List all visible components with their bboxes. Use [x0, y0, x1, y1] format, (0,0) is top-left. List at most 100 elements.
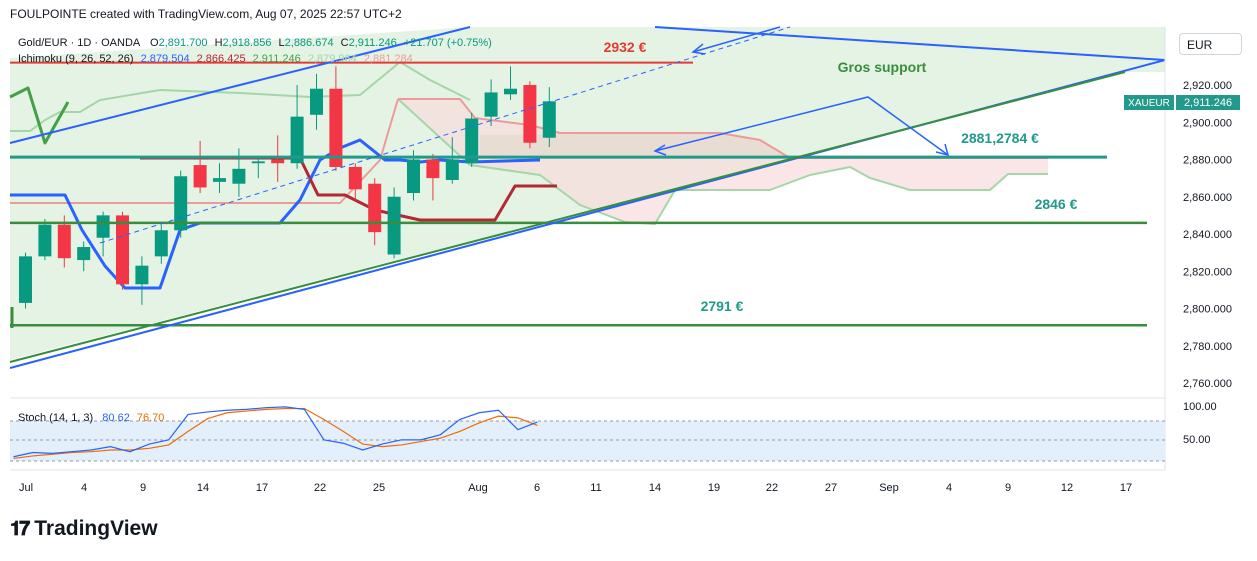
- arrow-to-resistance: [692, 26, 781, 53]
- price-tag-symbol: XAUEUR: [1128, 98, 1170, 109]
- x-tick-label: 22: [766, 482, 778, 494]
- arrow-head-left: [653, 144, 667, 156]
- legend-close: 2,911.246: [349, 37, 397, 49]
- x-tick-label: Aug: [468, 482, 488, 494]
- candle-body: [154, 230, 168, 257]
- senkou-span-b: [398, 98, 1048, 159]
- legend-open-label: O: [150, 37, 159, 49]
- x-tick-label: 4: [81, 482, 87, 494]
- tradingview-logo-text: TradingView: [34, 517, 158, 540]
- x-tick-label: 27: [825, 482, 837, 494]
- stoch-band: [10, 421, 1165, 461]
- x-tick-label: 14: [197, 482, 209, 494]
- y-tick-label: 2,820.000: [1183, 266, 1232, 278]
- ichimoku-value-3: 2,879.964: [308, 53, 357, 65]
- x-tick-label: 17: [1120, 482, 1132, 494]
- legend-change: +21.707 (+0.75%): [404, 37, 492, 49]
- candle-body: [542, 101, 556, 138]
- candle-body: [426, 159, 440, 179]
- candle-body: [407, 159, 420, 194]
- candle-body: [193, 165, 207, 188]
- chikou-span: [9, 86, 70, 145]
- x-tick-label: 19: [708, 482, 720, 494]
- x-tick-label: 11: [590, 482, 601, 494]
- stoch-tick-50: 50.00: [1183, 434, 1211, 446]
- x-tick-label: 12: [1061, 482, 1073, 494]
- senkou-span-b-past: [10, 98, 399, 204]
- x-tick-label: 4: [946, 482, 952, 494]
- ichimoku-label: Ichimoku (9, 26, 52, 26): [18, 53, 134, 65]
- label-2791: 2791 €: [701, 298, 744, 314]
- dashed-trend-line: [99, 26, 791, 244]
- candle-body: [96, 215, 110, 238]
- chart-fills: [10, 27, 1165, 365]
- candle-body: [504, 88, 517, 95]
- candle-body: [271, 159, 285, 164]
- x-tick-label: Jul: [19, 482, 33, 494]
- stoch-k-value: 80.62: [102, 412, 130, 424]
- x-tick-label: 6: [534, 482, 540, 494]
- y-tick-label: 2,920.000: [1183, 80, 1232, 92]
- x-tick-label: 17: [256, 482, 268, 494]
- chart-header: FOULPOINTE created with TradingView.com,…: [10, 7, 402, 21]
- candle-body: [348, 166, 362, 190]
- arrow-head-right: [935, 143, 950, 157]
- legend-close-label: C: [341, 37, 349, 49]
- legend-symbol: Gold/EUR · 1D · OANDA: [18, 37, 141, 49]
- ichimoku-value-0: 2,879.504: [141, 53, 190, 65]
- candle-body: [523, 85, 537, 143]
- legend-high-label: H: [215, 37, 223, 49]
- price-tag-price: 2,911.246: [1184, 97, 1232, 109]
- stoch-d-line: [13, 407, 538, 460]
- candle-body: [368, 183, 382, 233]
- candle-body: [290, 116, 304, 164]
- y-tick-label: 2,900.000: [1183, 117, 1232, 129]
- candle-body: [310, 88, 323, 115]
- tradingview-logo-icon: 𝟏𝟕: [10, 517, 30, 540]
- candle-body: [77, 247, 91, 261]
- ichimoku-cloud: [398, 99, 1048, 224]
- candle-body: [135, 265, 149, 285]
- legend-open: 2,891.700: [159, 37, 208, 49]
- label-resistance: 2932 €: [604, 39, 647, 55]
- price-tag-price-bg: [1176, 95, 1240, 110]
- svg-text:Stoch (14, 1, 3) 80.62: Stoch (14, 1, 3) 80.62 76.70: [18, 412, 164, 424]
- y-tick-label: 2,840.000: [1183, 229, 1232, 241]
- x-tick-label: 9: [1005, 482, 1011, 494]
- label-2846: 2846 €: [1035, 196, 1078, 212]
- price-tag: XAUEUR 2,911.246: [1124, 95, 1240, 110]
- tradingview-logo: 𝟏𝟕 TradingView: [10, 517, 158, 541]
- candle-body: [445, 159, 459, 180]
- candle-body: [213, 178, 226, 182]
- senkou-span-a: [397, 98, 1048, 225]
- price-tag-symbol-bg: [1124, 95, 1174, 110]
- y-tick-label: 2,800.000: [1183, 304, 1232, 316]
- ichimoku-value-2: 2,911.246: [253, 53, 301, 65]
- cloud-overlap: [480, 133, 790, 158]
- candle-body: [38, 224, 52, 257]
- stochastic-pane: 100.00 50.00: [10, 401, 1217, 462]
- candle-body: [387, 196, 401, 255]
- y-tick-label: 2,760.000: [1183, 378, 1232, 390]
- candles: [19, 66, 556, 309]
- svg-text:O2,891.700 H2,918.856: O2,891.700 H2,918.856 L2,886.674 C2,911.…: [150, 37, 492, 49]
- y-tick-label: 2,880.000: [1183, 155, 1232, 167]
- candle-body: [329, 88, 343, 167]
- currency-button[interactable]: EUR: [1179, 33, 1242, 55]
- legend-low: 2,886.674: [285, 37, 334, 49]
- x-tick-label: 22: [314, 482, 326, 494]
- label-gros-support: Gros support: [838, 59, 927, 75]
- label-2881: 2881,2784 €: [961, 130, 1039, 146]
- x-tick-label: 9: [140, 482, 146, 494]
- annotations: [9, 26, 1166, 369]
- candle-body: [232, 168, 246, 184]
- x-tick-label: Sep: [879, 482, 899, 494]
- channel-upper-line: [9, 26, 471, 144]
- svg-text:Ichimoku (9, 26, 52, 26) 2: Ichimoku (9, 26, 52, 26) 2,879.504 2,866…: [18, 53, 413, 65]
- ichimoku-value-4: 2,881.284: [364, 53, 413, 65]
- candle-body: [116, 215, 129, 285]
- candle-body: [251, 161, 265, 164]
- legend-low-label: L: [279, 37, 285, 49]
- candle-body: [174, 176, 188, 231]
